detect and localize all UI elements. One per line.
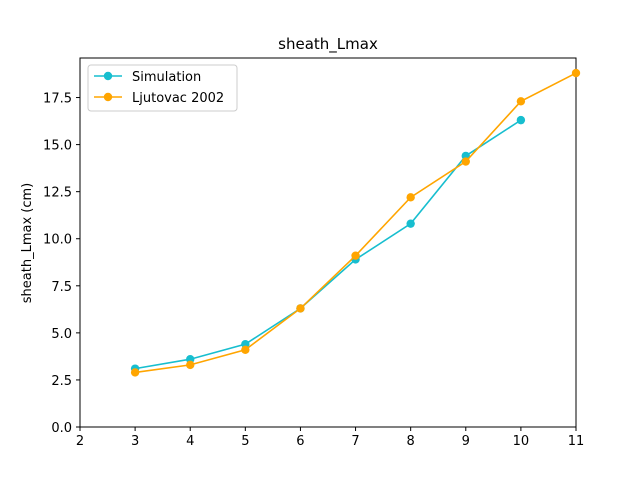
- data-point-0: [516, 115, 526, 125]
- chart-title: sheath_Lmax: [278, 35, 378, 54]
- x-tick-label: 4: [186, 434, 194, 449]
- x-tick-label: 8: [407, 434, 415, 449]
- x-tick-label: 6: [296, 434, 304, 449]
- legend-box: [87, 64, 238, 112]
- legend-label-1: Ljutovac 2002: [132, 91, 224, 106]
- data-point-1: [461, 157, 470, 166]
- x-tick-label: 3: [131, 434, 139, 449]
- legend: Simulation Ljutovac 2002: [87, 64, 238, 112]
- y-tick-label: 0.0: [51, 421, 72, 436]
- data-point-1: [406, 193, 415, 202]
- data-point-1: [351, 251, 360, 260]
- x-tick-label: 9: [462, 434, 470, 449]
- legend-label-0: Simulation: [132, 70, 201, 85]
- data-point-1: [296, 304, 305, 313]
- legend-marker-0: [103, 71, 113, 81]
- y-tick-label: 15.0: [43, 139, 72, 154]
- y-tick-label: 17.5: [43, 92, 72, 107]
- y-tick-label: 2.5: [51, 374, 72, 389]
- y-tick-label: 10.0: [43, 233, 72, 248]
- plot-area: 2 3 4 5 6 7 8 9 10 11 0.0 2.5 5.0 7.5 10.0 12.5 15.0 17.5: [43, 57, 585, 449]
- data-point-0: [406, 219, 415, 228]
- y-tick-label: 12.5: [43, 186, 72, 201]
- y-tick-label: 7.5: [51, 280, 72, 295]
- data-point-1: [186, 360, 195, 370]
- x-tick-label: 2: [76, 434, 84, 449]
- data-point-1: [130, 368, 140, 377]
- x-tick-label: 11: [568, 434, 585, 449]
- y-tick-label: 5.0: [51, 327, 72, 342]
- x-tick-label: 5: [241, 434, 249, 449]
- legend-marker-1: [103, 92, 113, 102]
- axes-frame: [79, 57, 577, 428]
- data-point-1: [241, 345, 250, 355]
- x-tick-label: 10: [513, 434, 530, 449]
- data-point-1: [571, 68, 581, 78]
- y-axis-label: sheath_Lmax (cm): [20, 183, 35, 303]
- x-tick-label: 7: [351, 434, 359, 449]
- data-point-1: [516, 97, 526, 106]
